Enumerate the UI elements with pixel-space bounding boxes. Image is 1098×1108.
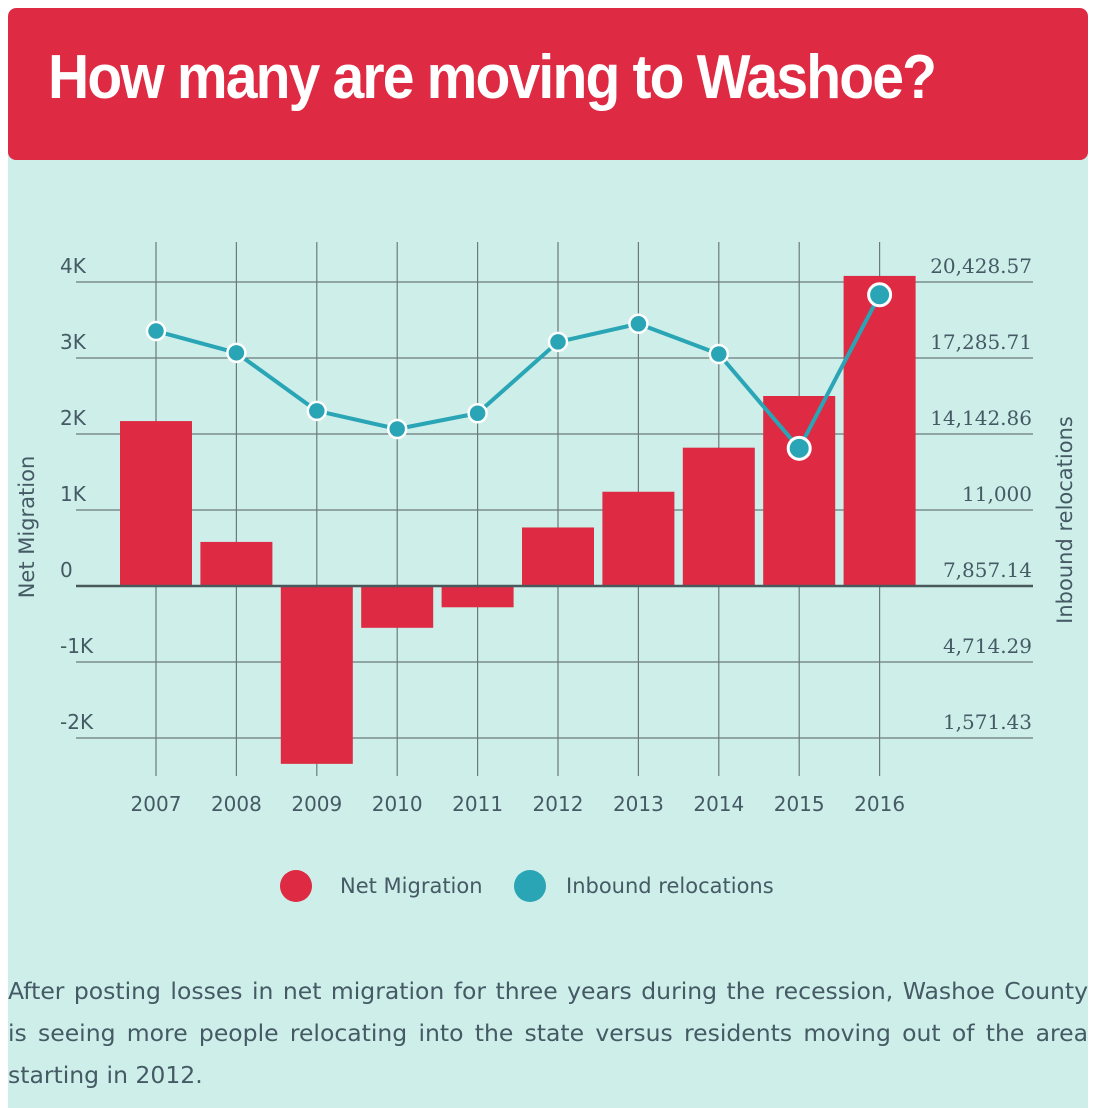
x-tick-label: 2015 [774, 792, 825, 816]
y-tick-label: 3K [60, 330, 87, 354]
bar-net-migration-2008 [200, 541, 273, 586]
header-banner: How many are moving to Washoe? [8, 8, 1088, 160]
y2-tick-label: 4,714.29 [943, 634, 1032, 658]
y2-tick-label: 14,142.86 [930, 406, 1032, 430]
combo-chart: 4K 3K 2K 1K 0 -1K -2K 20,428.57 17,285.71 14,142… [15, 242, 1077, 902]
x-tick-label: 2007 [131, 792, 182, 816]
point-inbound-relocations-2008 [226, 342, 247, 364]
y2-tick-label: 7,857.14 [943, 558, 1032, 582]
right-axis-ticks: 20,428.57 17,285.71 14,142.86 11,000 7,857.1… [930, 254, 1032, 734]
y-axis-title: Net Migration [15, 456, 39, 599]
bar-net-migration-2011 [441, 586, 514, 608]
y2-tick-label: 20,428.57 [930, 254, 1032, 278]
y-tick-label: 4K [60, 254, 87, 278]
point-inbound-relocations-2016 [867, 282, 893, 308]
y2-tick-label: 17,285.71 [930, 330, 1032, 354]
bar-net-migration-2007 [120, 421, 192, 586]
point-inbound-relocations-2009 [306, 400, 328, 422]
bar-net-migration-2014 [682, 447, 755, 586]
legend: Net Migration Inbound relocations [280, 870, 774, 902]
y-tick-label: -1K [60, 634, 94, 658]
legend-label-net-migration: Net Migration [340, 874, 483, 898]
line-series [145, 282, 893, 461]
x-tick-label: 2010 [372, 792, 423, 816]
point-inbound-relocations-2014 [708, 343, 730, 365]
x-tick-label: 2009 [291, 792, 342, 816]
y-tick-label: 0 [60, 558, 73, 582]
y-tick-label: -2K [60, 710, 94, 734]
legend-label-inbound-relocations: Inbound relocations [566, 874, 774, 898]
point-inbound-relocations-2007 [145, 320, 167, 342]
x-axis-ticks: 2007 2008 2009 2010 2011 2012 2013 2014 2015 2016 [131, 792, 906, 816]
point-inbound-relocations-2012 [547, 331, 569, 353]
x-tick-label: 2012 [533, 792, 584, 816]
y-tick-label: 2K [60, 406, 87, 430]
chart-card: How many are moving to Washoe? 4K 3K 2K 1K 0… [8, 8, 1088, 1108]
y2-tick-label: 11,000 [962, 482, 1032, 506]
page-title: How many are moving to Washoe? [48, 43, 937, 112]
point-inbound-relocations-2015 [786, 435, 812, 461]
point-inbound-relocations-2011 [467, 403, 488, 424]
x-tick-label: 2016 [854, 792, 905, 816]
x-tick-label: 2013 [613, 792, 664, 816]
left-axis-ticks: 4K 3K 2K 1K 0 -1K -2K [60, 254, 94, 734]
x-tick-label: 2014 [693, 792, 744, 816]
bar-net-migration-2012 [522, 527, 594, 586]
point-inbound-relocations-2010 [386, 418, 408, 440]
bar-series [120, 275, 916, 764]
legend-swatch-net-migration [280, 870, 312, 902]
y2-axis-title: Inbound relocations [1053, 416, 1077, 624]
line-inbound-relocations [155, 293, 882, 451]
bar-net-migration-2016 [843, 275, 916, 586]
bar-net-migration-2015 [763, 396, 836, 586]
bar-net-migration-2010 [361, 586, 434, 628]
bar-net-migration-2013 [602, 491, 675, 586]
x-tick-label: 2011 [452, 792, 503, 816]
bar-net-migration-2009 [280, 586, 353, 764]
legend-swatch-inbound-relocations [514, 870, 546, 902]
y-tick-label: 1K [60, 482, 87, 506]
point-inbound-relocations-2013 [628, 313, 649, 335]
y2-tick-label: 1,571.43 [943, 710, 1032, 734]
caption-text: After posting losses in net migration fo… [8, 977, 1088, 1089]
x-tick-label: 2008 [211, 792, 262, 816]
